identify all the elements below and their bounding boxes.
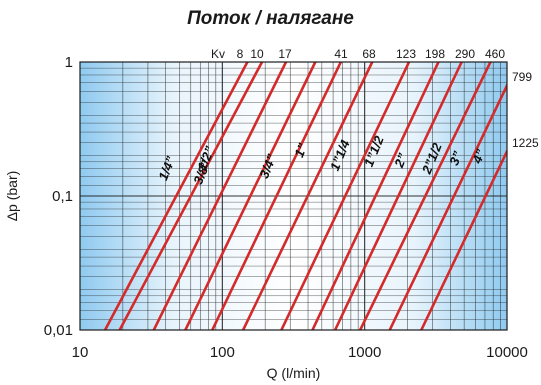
x-tick-label: 100 xyxy=(210,344,235,361)
kv-value-label: 41 xyxy=(334,47,348,61)
series-size-label: 4” xyxy=(469,147,489,167)
y-tick-label: 0,01 xyxy=(44,322,73,339)
series-size-label: 2” xyxy=(391,151,411,171)
series-line-8 xyxy=(311,62,440,330)
chart-title: Поток / налягане xyxy=(187,8,354,29)
x-tick-label: 10 xyxy=(72,344,89,361)
x-axis-label: Q (l/min) xyxy=(267,365,321,381)
kv-value-label: 290 xyxy=(455,47,475,61)
series-line-3 xyxy=(152,62,288,330)
series-line-5 xyxy=(210,62,343,330)
kv-value-label: 1225 xyxy=(512,136,539,150)
kv-value-label: 460 xyxy=(485,47,505,61)
y-tick-label: 0,1 xyxy=(52,188,73,205)
series-line-2 xyxy=(118,62,264,330)
series-line-6 xyxy=(241,62,374,330)
kv-value-label: 68 xyxy=(362,47,376,61)
kv-value-label: 10 xyxy=(250,47,264,61)
kv-value-label: 198 xyxy=(425,47,445,61)
series-line-11 xyxy=(388,82,507,330)
plot-frame xyxy=(79,61,508,331)
lines-group xyxy=(103,62,507,330)
series-line-1 xyxy=(103,62,249,330)
series-line-4 xyxy=(184,62,317,330)
series-line-10 xyxy=(358,62,492,330)
kv-value-label: 17 xyxy=(278,47,292,61)
y-axis-label: Δp (bar) xyxy=(4,171,20,222)
series-line-7 xyxy=(280,62,411,330)
series-line-12 xyxy=(420,148,507,330)
series-size-label: 3” xyxy=(446,149,465,168)
x-tick-label: 1000 xyxy=(348,344,381,361)
kv-value-label: 8 xyxy=(237,47,244,61)
series-size-label: 1” xyxy=(291,141,310,160)
x-tick-label: 10000 xyxy=(486,344,528,361)
kv-value-label: 123 xyxy=(396,47,416,61)
kv-value-label: 799 xyxy=(512,70,532,84)
y-tick-label: 1 xyxy=(65,54,73,71)
series-line-9 xyxy=(333,62,463,330)
kv-label: Kv xyxy=(211,47,225,61)
